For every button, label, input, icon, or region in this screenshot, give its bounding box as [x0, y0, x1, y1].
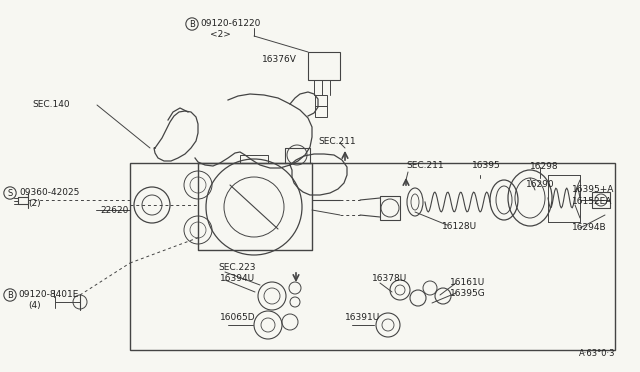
Text: 16290: 16290	[526, 180, 555, 189]
Text: 09360-42025: 09360-42025	[19, 188, 79, 197]
Bar	[130, 163, 615, 350]
Text: 16394U: 16394U	[220, 274, 255, 283]
Text: B: B	[7, 291, 13, 299]
Text: 16128U: 16128U	[442, 222, 477, 231]
Text: A·63°0·3: A·63°0·3	[579, 349, 615, 358]
Text: B: B	[189, 19, 195, 29]
Text: SEC.211: SEC.211	[318, 137, 356, 146]
Text: 09120-61220: 09120-61220	[200, 19, 260, 28]
Text: 16294B: 16294B	[572, 223, 607, 232]
Text: (4): (4)	[28, 301, 40, 310]
Text: SEC.211: SEC.211	[406, 161, 444, 170]
Bar	[315, 95, 327, 106]
Bar	[315, 106, 327, 117]
Text: 22620: 22620	[100, 206, 129, 215]
Bar	[592, 192, 610, 208]
Text: 16391U: 16391U	[345, 313, 380, 322]
Text: SEC.140: SEC.140	[32, 100, 70, 109]
Bar	[380, 196, 400, 220]
Text: 16065D: 16065D	[220, 313, 255, 322]
Text: 16376V: 16376V	[262, 55, 297, 64]
Text: 16161U: 16161U	[450, 278, 485, 287]
Text: 09120-8401E: 09120-8401E	[18, 290, 78, 299]
Text: (2): (2)	[28, 199, 40, 208]
Text: S: S	[8, 189, 13, 198]
Text: 16395+A: 16395+A	[572, 185, 614, 194]
Text: 16378U: 16378U	[372, 274, 407, 283]
Text: <2>: <2>	[210, 30, 231, 39]
Text: 16395G: 16395G	[450, 289, 486, 298]
Text: 16395: 16395	[472, 161, 500, 170]
Text: 16152EA: 16152EA	[572, 197, 612, 206]
Bar	[308, 52, 340, 80]
Text: SEC.223: SEC.223	[218, 263, 255, 272]
Text: 16298: 16298	[530, 162, 559, 171]
